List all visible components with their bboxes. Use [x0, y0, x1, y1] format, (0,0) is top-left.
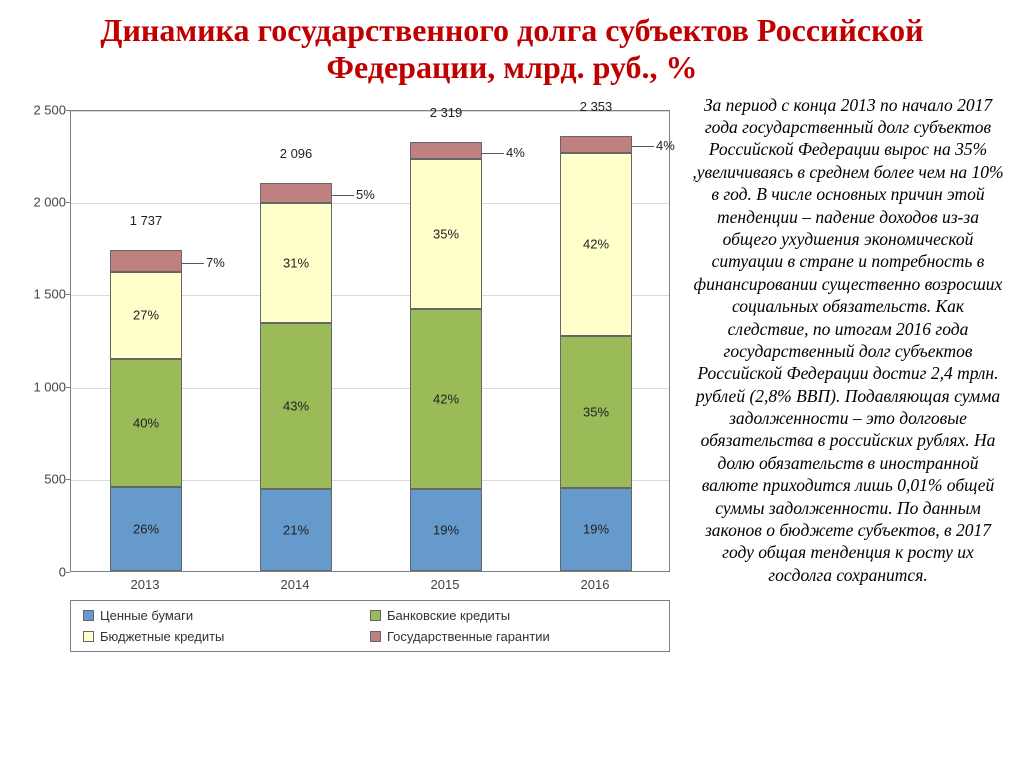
description-text: За период с конца 2013 по начало 2017 го…	[690, 92, 1006, 652]
bar-total-label: 2 096	[280, 146, 313, 161]
y-tick-mark	[66, 294, 70, 295]
y-tick-label: 0	[18, 564, 66, 579]
segment-pct-label: 19%	[410, 522, 482, 537]
leader-line	[632, 146, 654, 147]
y-tick-label: 1 500	[18, 287, 66, 302]
bar-segment-guarantees	[410, 142, 482, 159]
segment-pct-label-external: 4%	[656, 138, 675, 153]
bar-segment-guarantees	[110, 250, 182, 273]
legend-swatch	[370, 610, 381, 621]
y-tick-label: 1 000	[18, 379, 66, 394]
leader-line	[332, 195, 354, 196]
x-category-label: 2016	[581, 577, 610, 592]
content-row: 26% 40% 27% 1 737 7% 21% 43% 31% 2 096 5% 19% 42% 35…	[18, 92, 1006, 652]
segment-pct-label-external: 7%	[206, 255, 225, 270]
bar-total-label: 1 737	[130, 213, 163, 228]
bar-group: 19%35%42%2 353	[560, 109, 632, 571]
legend-swatch	[83, 610, 94, 621]
y-tick-label: 2 000	[18, 194, 66, 209]
legend-item-bank: Банковские кредиты	[370, 605, 657, 626]
x-category-label: 2015	[431, 577, 460, 592]
bar-group: 21% 43% 31% 2 096	[260, 109, 332, 571]
x-category-label: 2014	[281, 577, 310, 592]
segment-pct-label: 21%	[260, 522, 332, 537]
y-tick-mark	[66, 202, 70, 203]
legend-swatch	[83, 631, 94, 642]
bar-group: 26% 40% 27% 1 737	[110, 109, 182, 571]
segment-pct-label: 35%	[560, 404, 632, 419]
legend-swatch	[370, 631, 381, 642]
x-category-label: 2013	[131, 577, 160, 592]
segment-pct-label: 42%	[560, 237, 632, 252]
plot-area: 26% 40% 27% 1 737 7% 21% 43% 31% 2 096 5% 19% 42% 35…	[70, 110, 670, 572]
segment-pct-label: 43%	[260, 399, 332, 414]
legend-label: Государственные гарантии	[387, 629, 550, 644]
legend-item-guarantees: Государственные гарантии	[370, 626, 657, 647]
chart-title: Динамика государственного долга субъекто…	[18, 12, 1006, 86]
legend-label: Ценные бумаги	[100, 608, 193, 623]
chart-column: 26% 40% 27% 1 737 7% 21% 43% 31% 2 096 5% 19% 42% 35…	[18, 92, 678, 652]
bar-total-label: 2 353	[580, 99, 613, 114]
segment-pct-label: 27%	[110, 308, 182, 323]
y-tick-mark	[66, 572, 70, 573]
leader-line	[182, 263, 204, 264]
stacked-bar-chart: 26% 40% 27% 1 737 7% 21% 43% 31% 2 096 5% 19% 42% 35…	[18, 92, 678, 652]
y-tick-mark	[66, 110, 70, 111]
bar-total-label: 2 319	[430, 105, 463, 120]
y-tick-mark	[66, 387, 70, 388]
legend-label: Бюджетные кредиты	[100, 629, 224, 644]
bar-group: 19%42%35%2 319	[410, 109, 482, 571]
legend-item-securities: Ценные бумаги	[83, 605, 370, 626]
y-tick-label: 500	[18, 472, 66, 487]
segment-pct-label: 19%	[560, 522, 632, 537]
legend-label: Банковские кредиты	[387, 608, 510, 623]
y-tick-mark	[66, 479, 70, 480]
y-tick-label: 2 500	[18, 102, 66, 117]
leader-line	[482, 153, 504, 154]
bar-segment-guarantees	[260, 183, 332, 202]
segment-pct-label-external: 5%	[356, 187, 375, 202]
segment-pct-label: 35%	[410, 227, 482, 242]
segment-pct-label-external: 4%	[506, 145, 525, 160]
segment-pct-label: 42%	[410, 392, 482, 407]
chart-legend: Ценные бумаги Банковские кредиты Бюджетные…	[70, 600, 670, 652]
segment-pct-label: 26%	[110, 521, 182, 536]
segment-pct-label: 40%	[110, 416, 182, 431]
bar-segment-guarantees	[560, 136, 632, 153]
segment-pct-label: 31%	[260, 255, 332, 270]
legend-item-budget: Бюджетные кредиты	[83, 626, 370, 647]
